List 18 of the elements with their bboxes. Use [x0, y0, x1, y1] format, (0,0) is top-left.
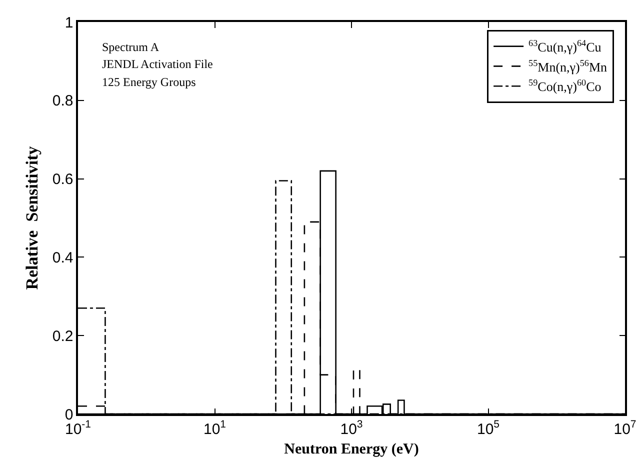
x-tick-label: 10$^{1}$ — [203, 418, 226, 438]
y-tick-label: 1 — [64, 14, 74, 32]
y-tick-label: 0 — [64, 406, 74, 424]
annotation: Spectrum A — [102, 40, 160, 54]
legend-label: $^{55}$Mn(n,γ)$^{56}$Mn — [528, 58, 608, 74]
y-axis-title: Relative Sensitivity — [22, 146, 42, 290]
x-tick-label: 10$^{3}$ — [340, 418, 363, 438]
legend-label: $^{63}$Cu(n,γ)$^{64}$Cu — [528, 38, 602, 54]
legend-label: $^{59}$Co(n,γ)$^{60}$Co — [528, 78, 602, 94]
x-axis-title: Neutron Energy (eV) — [284, 441, 419, 458]
annotation: 125 Energy Groups — [102, 75, 196, 89]
x-tick-label: 10$^{7}$ — [614, 418, 636, 438]
y-tick-label: 0.2 — [52, 328, 74, 345]
y-tick-label: 0.4 — [52, 249, 74, 266]
y-tick-label: 0.6 — [52, 171, 74, 188]
annotation: JENDL Activation File — [102, 57, 213, 71]
x-tick-label: 10$^{5}$ — [476, 418, 500, 438]
y-tick-label: 0.8 — [52, 92, 74, 110]
